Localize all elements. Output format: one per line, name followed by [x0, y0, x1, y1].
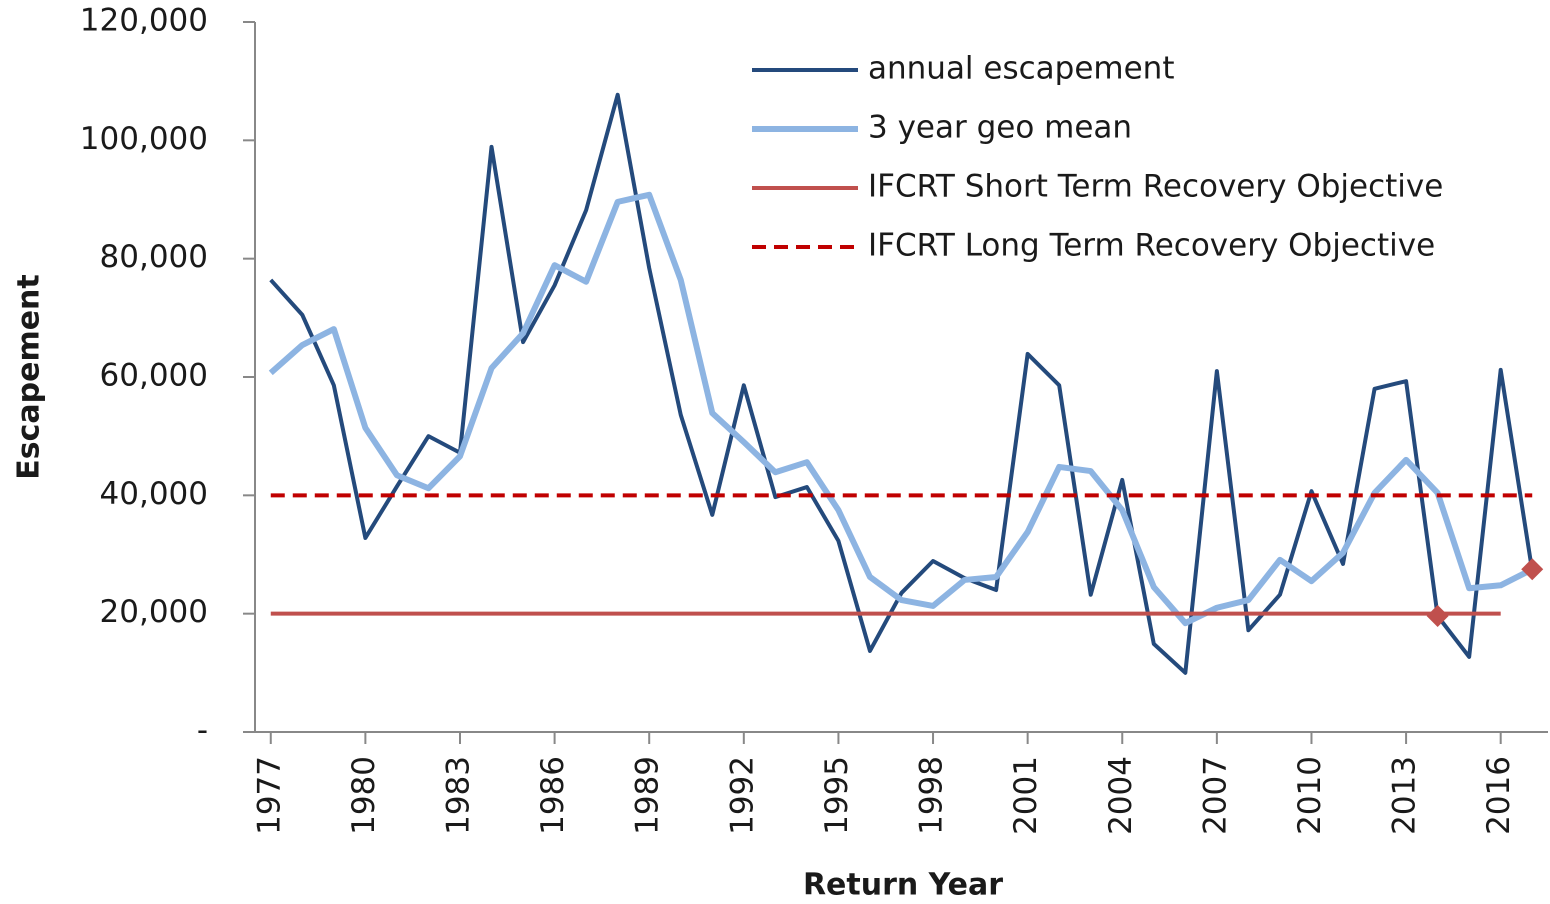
legend-label: IFCRT Short Term Recovery Objective — [868, 169, 1443, 205]
legend-label: annual escapement — [868, 51, 1175, 87]
x-tick-label: 2016 — [1481, 756, 1517, 835]
series-line — [269, 92, 1535, 675]
x-tick-label: 1977 — [251, 756, 287, 835]
legend-label: IFCRT Long Term Recovery Objective — [868, 228, 1435, 264]
x-tick-label: 2010 — [1292, 756, 1328, 835]
x-tick-label: 2004 — [1103, 756, 1139, 835]
y-tick-label: 60,000 — [100, 358, 208, 394]
x-tick-label: 1986 — [535, 756, 571, 835]
x-tick-label: 2007 — [1197, 756, 1233, 835]
x-tick-label: 1980 — [346, 756, 382, 835]
series-line — [268, 191, 1534, 627]
y-tick-label: 40,000 — [100, 476, 208, 512]
y-axis-title: Escapement — [12, 274, 47, 480]
highlight-marker — [1426, 605, 1449, 628]
x-tick-label: 2013 — [1387, 756, 1423, 835]
x-tick-label: 2001 — [1008, 756, 1044, 835]
y-tick-label: 20,000 — [100, 594, 208, 630]
y-tick-label: 120,000 — [80, 3, 208, 39]
x-tick-label: 1989 — [630, 756, 666, 835]
y-tick-label: - — [197, 713, 208, 749]
y-tick-label: 100,000 — [80, 121, 208, 157]
y-tick-label: 80,000 — [100, 239, 208, 275]
x-tick-label: 1995 — [819, 756, 855, 835]
x-axis-title: Return Year — [803, 868, 1003, 903]
highlight-marker — [1521, 558, 1544, 581]
x-tick-label: 1983 — [440, 756, 476, 835]
x-tick-label: 1998 — [914, 756, 950, 835]
x-tick-label: 1992 — [724, 756, 760, 835]
legend-label: 3 year geo mean — [868, 110, 1132, 146]
